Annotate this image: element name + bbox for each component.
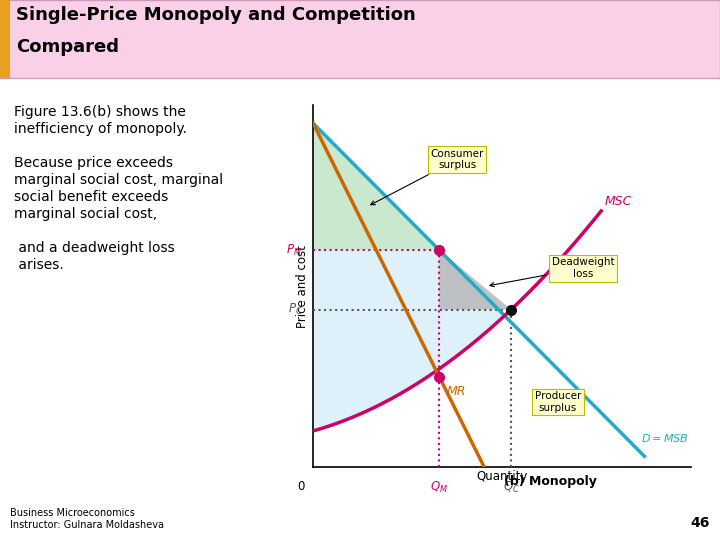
Text: inefficiency of monopoly.: inefficiency of monopoly. <box>14 122 187 136</box>
Text: social benefit exceeds: social benefit exceeds <box>14 190 168 204</box>
Polygon shape <box>313 123 439 250</box>
Y-axis label: Price and cost: Price and cost <box>296 245 309 328</box>
Text: and a deadweight loss: and a deadweight loss <box>14 241 175 255</box>
Text: $P_M$: $P_M$ <box>287 242 302 258</box>
Polygon shape <box>439 250 511 309</box>
Text: Consumer
surplus: Consumer surplus <box>371 148 484 205</box>
Text: arises.: arises. <box>14 258 64 272</box>
Text: Figure 13.6(b) shows the: Figure 13.6(b) shows the <box>14 105 186 119</box>
Text: (b) Monopoly: (b) Monopoly <box>503 475 596 488</box>
Text: Single-Price Monopoly and Competition: Single-Price Monopoly and Competition <box>16 6 415 24</box>
Text: MR: MR <box>446 384 466 398</box>
FancyBboxPatch shape <box>0 0 720 78</box>
Text: $P_C$: $P_C$ <box>287 302 302 317</box>
Text: 46: 46 <box>690 516 710 530</box>
Text: 0: 0 <box>297 480 304 493</box>
Text: marginal social cost,: marginal social cost, <box>14 207 157 221</box>
Text: marginal social cost, marginal: marginal social cost, marginal <box>14 173 223 187</box>
Text: MSC: MSC <box>605 194 632 207</box>
FancyBboxPatch shape <box>0 0 10 78</box>
Text: Because price exceeds: Because price exceeds <box>14 156 173 170</box>
Text: Compared: Compared <box>16 38 119 56</box>
Text: Business Microeconomics
Instructor: Gulnara Moldasheva: Business Microeconomics Instructor: Guln… <box>10 508 164 530</box>
Polygon shape <box>313 123 511 431</box>
Text: Deadweight
loss: Deadweight loss <box>490 257 614 287</box>
Text: $Q_M$: $Q_M$ <box>430 480 449 495</box>
Text: $D = MSB$: $D = MSB$ <box>641 432 688 444</box>
X-axis label: Quantity: Quantity <box>477 470 528 483</box>
Text: Producer
surplus: Producer surplus <box>535 391 581 413</box>
Text: $Q_C$: $Q_C$ <box>503 480 520 495</box>
